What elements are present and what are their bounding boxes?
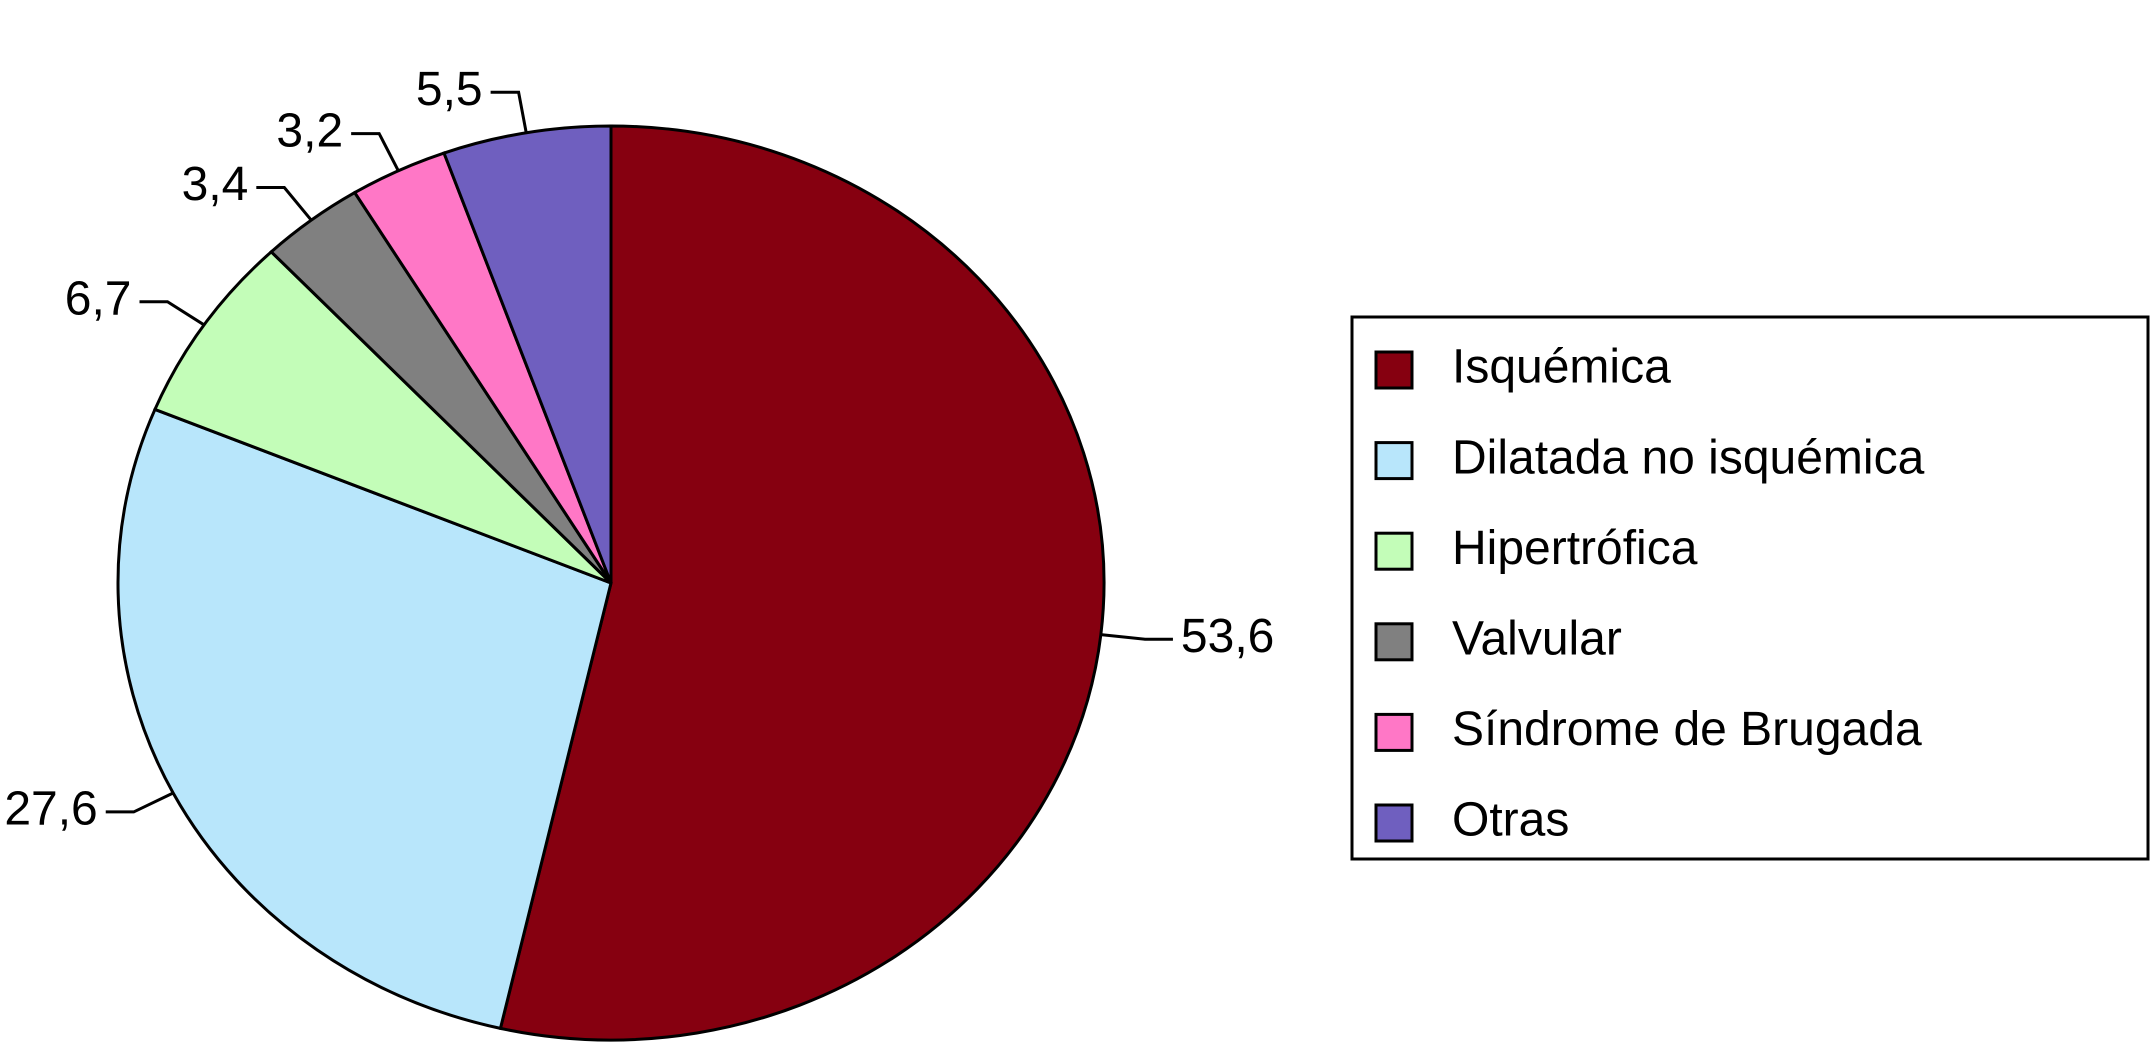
legend-label: Síndrome de Brugada [1452, 703, 1922, 756]
pie-slice [116, 407, 613, 1031]
leader-line [105, 791, 174, 814]
legend-box [1350, 315, 2150, 861]
data-label: 27,6 [4, 783, 97, 836]
data-label: 3,2 [276, 104, 343, 157]
legend-label: Dilatada no isquémica [1452, 431, 1925, 484]
legend-label: Hipertrófica [1452, 522, 1698, 575]
data-label: 5,5 [416, 63, 483, 116]
leader-line [1100, 633, 1173, 641]
legend-label: Isquémica [1452, 341, 1671, 394]
pie-slice [498, 124, 1106, 1042]
legend-swatch [1374, 441, 1414, 481]
legend-swatch [1374, 622, 1414, 662]
data-label: 53,6 [1181, 610, 1274, 663]
legend-label: Valvular [1452, 612, 1622, 665]
leader-line [351, 132, 400, 172]
leader-line [490, 90, 528, 134]
leader-line [139, 300, 205, 327]
legend-label: Otras [1452, 794, 1569, 847]
legend-swatch [1374, 531, 1414, 571]
legend-swatch [1374, 712, 1414, 752]
legend-swatch [1374, 350, 1414, 390]
pie-slice [152, 249, 613, 585]
legend-swatch [1374, 803, 1414, 843]
leader-line [256, 185, 313, 222]
data-label: 3,4 [182, 158, 249, 211]
data-label: 6,7 [65, 272, 132, 325]
